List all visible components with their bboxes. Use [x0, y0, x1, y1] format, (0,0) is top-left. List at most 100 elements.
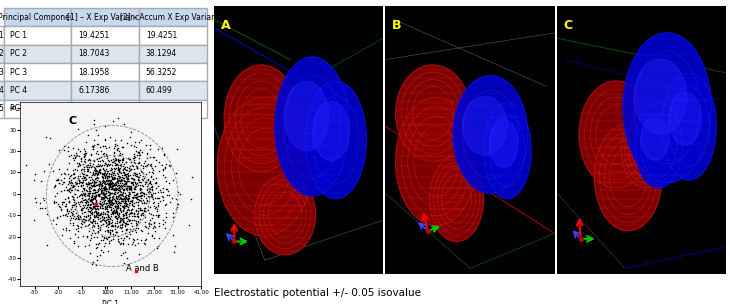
Point — [98, 236, 110, 241]
Point — [99, 191, 110, 196]
Point — [139, 205, 150, 210]
Point — [53, 148, 64, 153]
Point — [125, 173, 137, 178]
Point — [82, 218, 93, 223]
Point — [99, 186, 110, 191]
Point — [88, 170, 99, 174]
Point — [125, 166, 137, 171]
Point — [102, 224, 114, 229]
Point — [112, 157, 123, 162]
Point — [43, 162, 55, 167]
Point — [83, 188, 95, 193]
Point — [101, 217, 113, 222]
Point — [88, 260, 99, 264]
Ellipse shape — [275, 57, 350, 196]
Point — [91, 244, 102, 249]
Point — [129, 228, 141, 233]
Point — [58, 199, 69, 204]
Point — [132, 205, 144, 210]
Point — [89, 190, 101, 195]
Point — [77, 210, 88, 215]
Point — [106, 159, 118, 164]
Point — [48, 200, 60, 205]
Point — [74, 149, 86, 154]
Point — [138, 207, 150, 212]
Point — [112, 194, 124, 199]
Point — [128, 193, 140, 198]
Point — [104, 216, 116, 221]
Point — [115, 190, 127, 195]
Point — [119, 197, 131, 202]
Point — [109, 168, 120, 173]
Point — [105, 187, 117, 192]
Point — [101, 216, 113, 221]
Point — [107, 197, 118, 202]
Point — [119, 201, 131, 206]
Point — [105, 171, 117, 176]
Point — [123, 157, 135, 161]
Point — [77, 233, 88, 238]
Point — [140, 224, 152, 229]
Point — [115, 201, 127, 206]
Point — [79, 186, 91, 191]
Point — [20, 162, 32, 167]
Point — [107, 177, 118, 181]
Point — [113, 175, 125, 180]
Point — [69, 187, 80, 192]
Point — [89, 219, 101, 224]
Point — [99, 171, 110, 175]
Point — [134, 211, 146, 216]
Point — [112, 236, 123, 241]
Point — [117, 185, 128, 190]
Point — [73, 161, 85, 166]
Point — [126, 209, 137, 214]
Point — [104, 178, 116, 183]
Point — [115, 191, 126, 196]
Point — [114, 186, 126, 191]
Point — [136, 176, 147, 181]
Point — [93, 201, 105, 206]
Point — [153, 213, 164, 218]
Point — [116, 223, 128, 228]
Point — [120, 171, 132, 176]
Point — [107, 187, 119, 192]
Point — [153, 202, 164, 207]
Point — [103, 189, 115, 194]
Point — [118, 206, 130, 211]
Point — [99, 161, 111, 166]
Point — [126, 218, 138, 223]
Point — [49, 183, 61, 188]
Point — [118, 260, 130, 265]
Point — [75, 159, 87, 164]
Point — [98, 235, 110, 240]
Point — [147, 191, 159, 196]
Point — [117, 157, 128, 162]
Point — [90, 189, 101, 194]
Point — [94, 191, 106, 196]
Point — [110, 204, 121, 209]
Point — [80, 150, 92, 155]
Point — [169, 250, 180, 255]
Point — [74, 192, 85, 197]
Point — [116, 197, 128, 202]
Point — [58, 196, 70, 201]
Point — [82, 185, 94, 189]
Point — [128, 176, 139, 181]
Point — [72, 214, 84, 219]
Point — [160, 162, 172, 167]
Point — [64, 160, 75, 165]
Point — [67, 155, 79, 160]
Point — [67, 167, 79, 172]
Text: B: B — [392, 19, 402, 33]
Point — [102, 229, 114, 234]
Point — [49, 194, 61, 199]
Point — [107, 118, 119, 123]
Point — [104, 161, 115, 166]
Point — [135, 186, 147, 191]
Point — [78, 198, 90, 202]
Point — [94, 171, 106, 176]
Point — [135, 213, 147, 218]
Point — [88, 190, 99, 195]
Point — [171, 207, 182, 212]
Point — [113, 178, 125, 183]
